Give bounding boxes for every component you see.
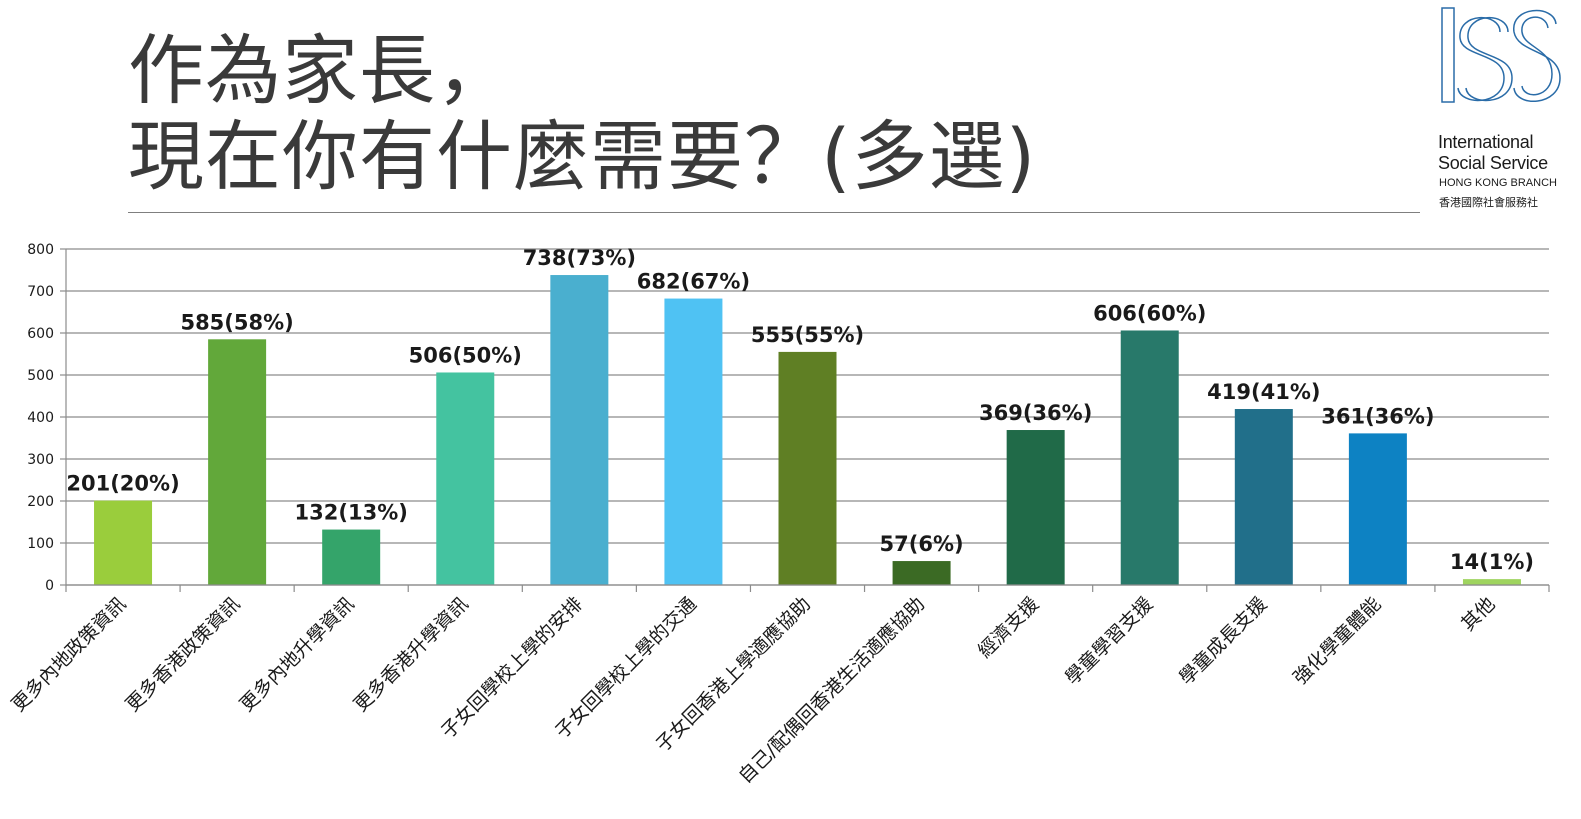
y-tick-label: 200 [27,494,54,510]
y-tick-label: 0 [45,578,54,594]
y-tick-label: 500 [27,368,54,384]
logo-text-social-service: Social Service [1438,153,1548,173]
y-tick-label: 800 [27,242,54,258]
data-label: 555(55%) [751,323,864,347]
bar [550,275,609,585]
y-axis: 0 100 200 300 400 500 600 700 800 [27,242,67,594]
x-tick-label: 更多香港升學資訊 [350,593,473,716]
x-tick-label: 學童成長支援 [1175,593,1271,689]
bar [664,298,723,585]
bar [208,339,267,585]
bar [94,500,153,585]
page-title-line1: 作為家長， [128,26,513,115]
data-label: 606(60%) [1093,301,1206,325]
chart-bars: 201(20%) 585(58%) 132(13%) 506(50%) 738(73%)… [66,246,1534,585]
x-tick-label: 學童學習支援 [1061,593,1157,689]
logo-text-international: International [1438,132,1534,152]
bar [1234,409,1293,585]
iss-logo: International Social Service HONG KONG B… [1436,2,1576,212]
y-tick-label: 700 [27,284,54,300]
data-label: 57(6%) [880,532,964,556]
data-label: 201(20%) [66,472,179,496]
y-tick-label: 100 [27,536,54,552]
bar [322,529,381,585]
data-label: 361(36%) [1321,404,1434,428]
bar [436,372,495,585]
title-divider [128,212,1420,213]
iss-logo-mark [1441,7,1561,103]
bar [1348,433,1407,585]
x-tick-label: 更多香港政策資訊 [122,593,245,716]
logo-text-chinese: 香港國際社會服務社 [1439,196,1538,209]
x-tick-label: 其他 [1457,593,1499,635]
bar [892,561,951,585]
y-tick-label: 400 [27,410,54,426]
y-tick-label: 300 [27,452,54,468]
bar [778,351,837,585]
page-title-line2: 現在你有什麼需要？(多選) [128,112,1037,201]
bar [1462,579,1521,585]
data-label: 585(58%) [180,310,293,334]
bar [1006,430,1065,585]
page-title: 作為家長， 現在你有什麼需要？(多選) [128,28,1036,200]
data-label: 14(1%) [1450,550,1534,574]
x-tick-label: 更多內地政策資訊 [8,593,131,716]
x-axis: 更多內地政策資訊更多香港政策資訊更多內地升學資訊更多香港升學資訊子女回學校上學的… [8,584,1550,788]
data-label: 506(50%) [409,343,522,367]
bar [1120,330,1179,585]
data-label: 682(67%) [637,270,750,294]
x-tick-label: 強化學童體能 [1289,593,1385,689]
bar-chart: 0 100 200 300 400 500 600 700 800 201(20%) 585(58… [8,242,1550,788]
data-label: 419(41%) [1207,380,1320,404]
y-tick-label: 600 [27,326,54,342]
data-label: 369(36%) [979,401,1092,425]
data-label: 738(73%) [523,246,636,270]
x-tick-label: 自己/配偶回香港生活適應協助 [734,592,929,787]
logo-text-branch: HONG KONG BRANCH [1439,177,1557,189]
x-tick-label: 更多內地升學資訊 [236,593,359,716]
data-label: 132(13%) [295,501,408,525]
x-tick-label: 經濟支援 [974,593,1043,662]
